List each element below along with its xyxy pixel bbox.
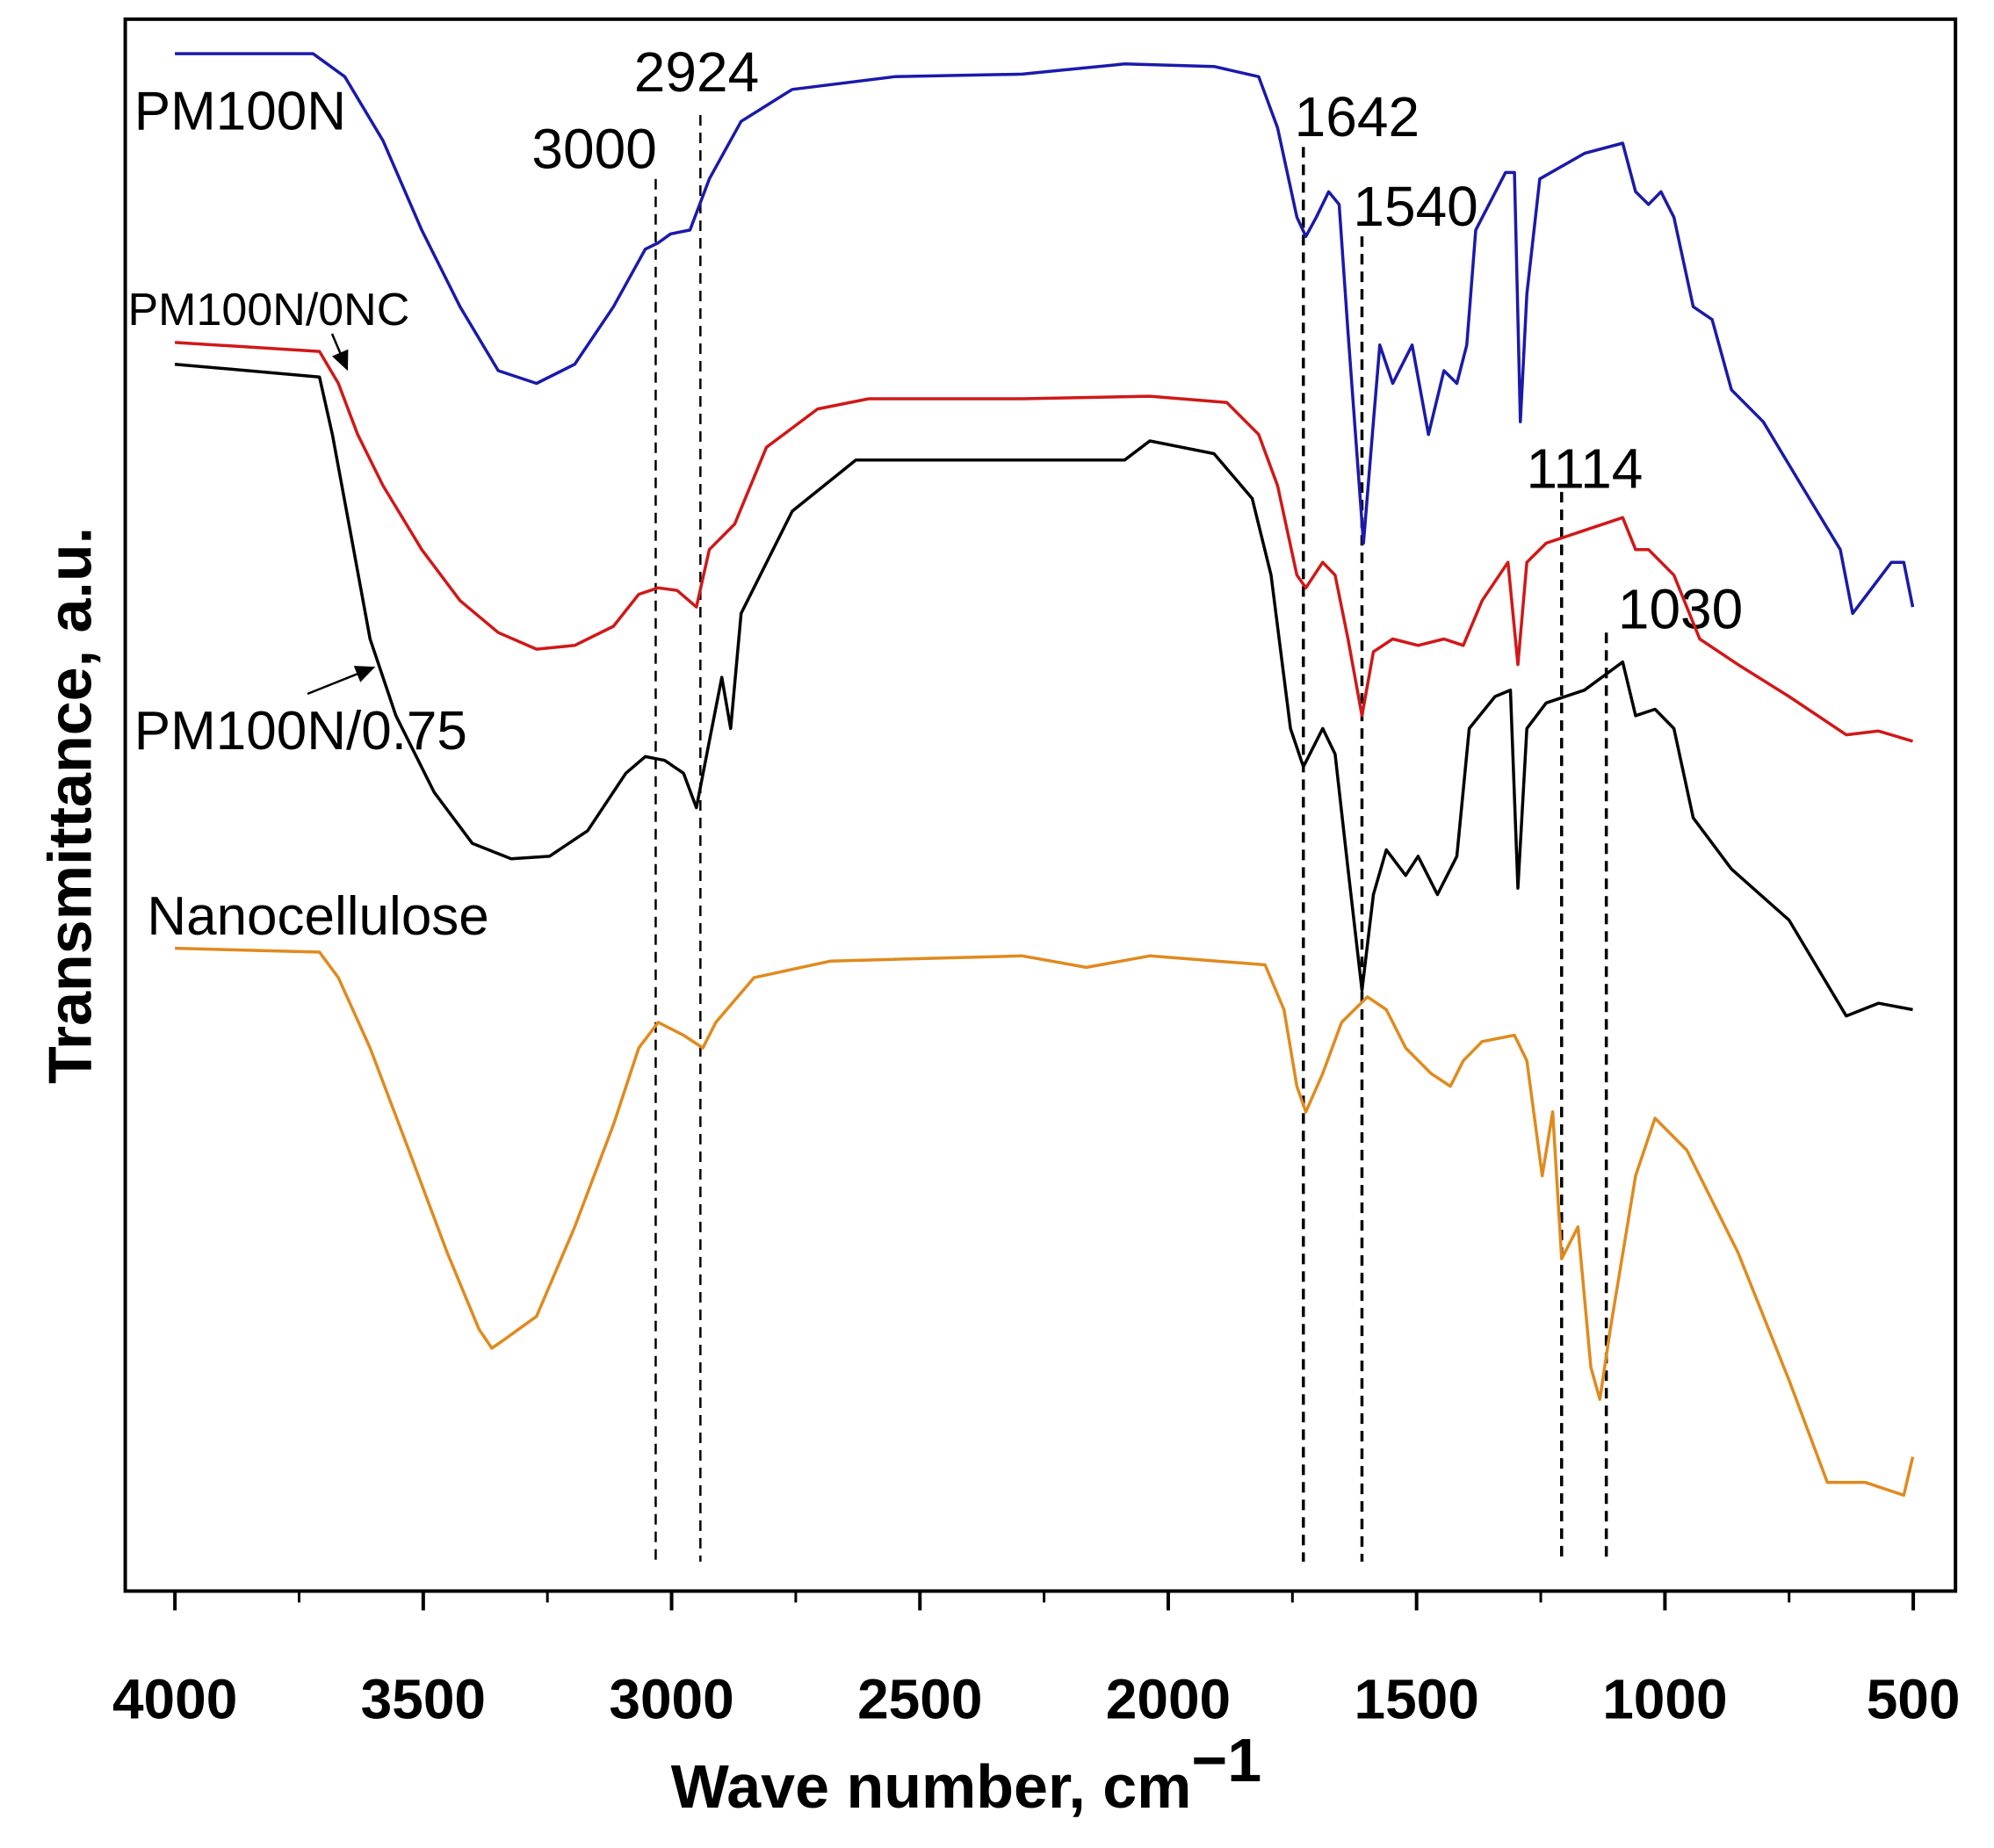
x-axis-title: Wave number, cm−1 (671, 1726, 1261, 1821)
spectrum-line (175, 52, 1915, 616)
series-label: PM100N/0NC (128, 285, 410, 336)
x-axis-title-exponent: −1 (1191, 1726, 1261, 1794)
annotation-label: 1114 (1527, 437, 1644, 500)
series-label: Nanocellulose (147, 886, 488, 947)
x-tick-label: 3500 (361, 1667, 486, 1730)
annotation-label: 1030 (1618, 577, 1743, 640)
label-arrow (330, 333, 349, 372)
x-tick-label: 3000 (609, 1667, 733, 1730)
x-tick-label: 1500 (1354, 1667, 1478, 1730)
x-axis-title-text: Wave number, cm (671, 1752, 1192, 1821)
x-tick-label: 2000 (1106, 1667, 1231, 1730)
series-label: PM100N/0.75 (134, 701, 467, 762)
annotation-label: 3000 (531, 118, 656, 181)
x-tick-label: 2500 (857, 1667, 982, 1730)
plot-frame (123, 17, 1958, 1593)
annotation-label: 1540 (1353, 175, 1477, 238)
x-tick-label: 500 (1867, 1667, 1961, 1730)
x-tick-label: 1000 (1602, 1667, 1727, 1730)
spectrum-line (174, 362, 1913, 1018)
spectrum-line (175, 946, 1915, 1498)
x-tick-label: 4000 (112, 1667, 237, 1730)
annotation-label: 1642 (1295, 85, 1420, 148)
y-axis-title: Transmittance, a.u. (35, 527, 104, 1084)
spectrum-line (174, 341, 1913, 743)
label-arrow (307, 666, 376, 696)
annotation-label: 2924 (634, 40, 759, 104)
series-label: PM100N (134, 81, 346, 141)
